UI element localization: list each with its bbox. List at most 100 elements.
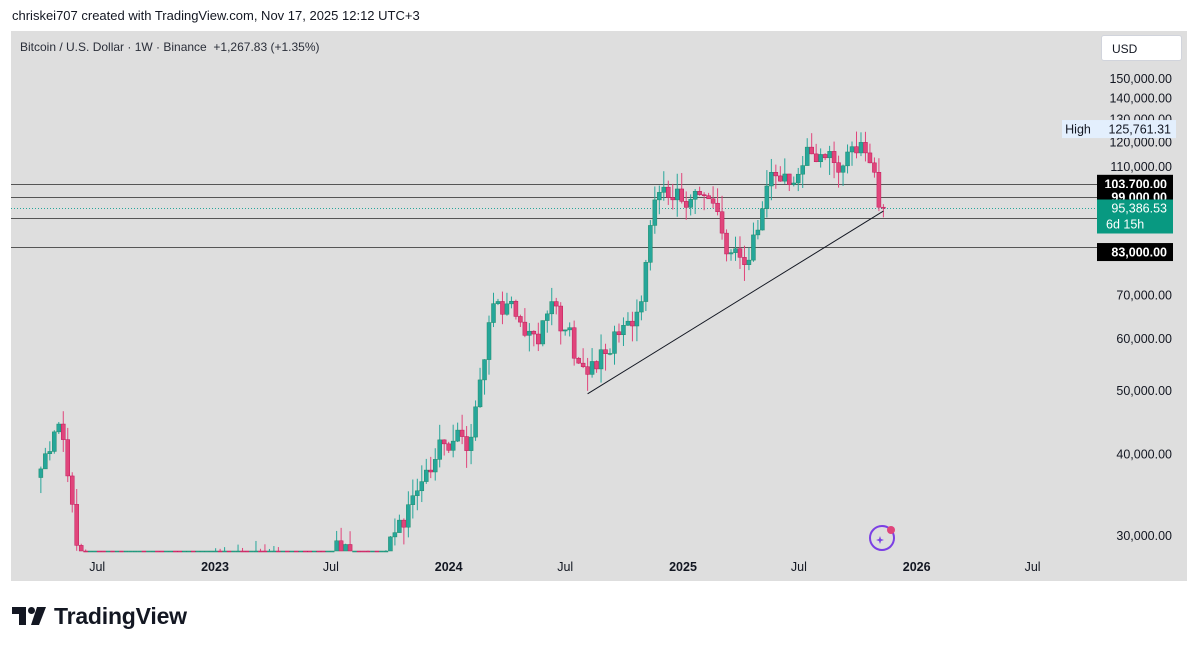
- candle-body: [648, 225, 653, 263]
- candle-body: [504, 303, 510, 315]
- time-axis[interactable]: Jul 2023 Jul 2024 Jul 2025 Jul 2026 Jul: [89, 560, 1040, 574]
- candle: [733, 236, 738, 261]
- candle-body: [836, 162, 841, 173]
- price-axis[interactable]: 150,000.00140,000.00130,000.00120,000.00…: [1109, 72, 1172, 543]
- symbol-info[interactable]: Bitcoin / U.S. Dollar · 1W · Binance +1,…: [20, 40, 319, 54]
- price-change: +1,267.83 (+1.35%): [213, 40, 320, 54]
- candle-body: [168, 550, 174, 553]
- candle-body: [69, 475, 75, 505]
- candle: [576, 356, 581, 364]
- candle: [500, 291, 505, 325]
- candle-body: [500, 301, 505, 315]
- candle-body: [397, 519, 402, 533]
- candle: [679, 173, 684, 204]
- candle: [840, 164, 846, 186]
- y-tick-label: 30,000.00: [1116, 529, 1172, 543]
- candle: [397, 514, 402, 533]
- x-tick-label: 2026: [903, 560, 931, 574]
- candle-body: [244, 550, 250, 553]
- candle: [612, 325, 617, 365]
- candle: [61, 411, 66, 452]
- candle-body: [670, 197, 676, 201]
- candle-body: [370, 550, 375, 553]
- level-label: 103,700.00: [1104, 177, 1167, 191]
- tradingview-logo[interactable]: TradingView: [12, 602, 187, 630]
- candle-body: [545, 313, 550, 321]
- tradingview-logo-icon: [12, 607, 46, 625]
- candle: [809, 133, 814, 155]
- candle-body: [52, 431, 57, 452]
- candle-body: [580, 362, 586, 367]
- chart-area[interactable]: [11, 31, 1187, 581]
- candle-body: [787, 173, 792, 185]
- assistant-icon[interactable]: [869, 525, 895, 551]
- candle: [199, 550, 205, 553]
- candle-body: [61, 423, 66, 440]
- candle-body: [356, 550, 362, 553]
- candle-body: [863, 142, 868, 154]
- candle-body: [822, 154, 828, 159]
- x-tick-label: Jul: [89, 560, 105, 574]
- candle-body: [513, 300, 519, 317]
- candle-body: [204, 550, 209, 553]
- candle: [446, 441, 451, 453]
- candle: [782, 158, 788, 184]
- candle: [567, 322, 572, 337]
- candle: [634, 299, 640, 342]
- candle: [352, 550, 357, 553]
- candle: [123, 550, 129, 553]
- candle: [132, 550, 138, 553]
- candle: [285, 550, 290, 553]
- candle: [267, 548, 272, 553]
- candle: [643, 259, 649, 311]
- candle-body: [424, 469, 429, 482]
- candle: [482, 359, 487, 395]
- candle: [527, 323, 532, 352]
- candle-body: [455, 429, 460, 442]
- candle: [751, 222, 756, 262]
- candle: [858, 132, 864, 157]
- candle-body: [553, 301, 559, 307]
- candle: [428, 456, 434, 479]
- candle-body: [742, 257, 747, 265]
- candle-body: [616, 331, 622, 336]
- candle: [522, 308, 528, 338]
- candle-body: [289, 550, 295, 553]
- currency-button[interactable]: USD: [1101, 35, 1182, 61]
- candle: [495, 298, 501, 306]
- candle: [424, 458, 429, 484]
- candle: [379, 550, 384, 553]
- candle-body: [746, 259, 752, 265]
- candle: [177, 550, 183, 553]
- candle-body: [101, 550, 106, 553]
- candle-body: [791, 182, 797, 185]
- candle: [688, 194, 693, 216]
- candle-body: [271, 550, 277, 553]
- candle-body: [432, 459, 438, 473]
- candle-body: [441, 439, 447, 445]
- candle-body: [285, 550, 290, 553]
- high-value-box: [1100, 120, 1176, 139]
- candle-body: [737, 248, 743, 258]
- candle-body: [159, 550, 165, 553]
- candle: [455, 422, 460, 443]
- candle: [56, 421, 62, 434]
- candle: [536, 322, 541, 352]
- candle-body: [625, 320, 631, 326]
- candle: [65, 427, 70, 483]
- candle-body: [509, 300, 514, 305]
- candle: [150, 550, 156, 553]
- candle: [683, 191, 689, 220]
- candle-body: [733, 248, 738, 253]
- candle-body: [612, 331, 617, 354]
- candle-body: [576, 357, 581, 364]
- candle: [320, 550, 326, 553]
- y-tick-label: 70,000.00: [1116, 288, 1172, 302]
- candle: [710, 186, 716, 209]
- candle-body: [769, 172, 774, 187]
- candle-body: [446, 443, 451, 451]
- candle: [760, 201, 765, 231]
- candle-body: [719, 211, 725, 234]
- candle-body: [715, 202, 720, 212]
